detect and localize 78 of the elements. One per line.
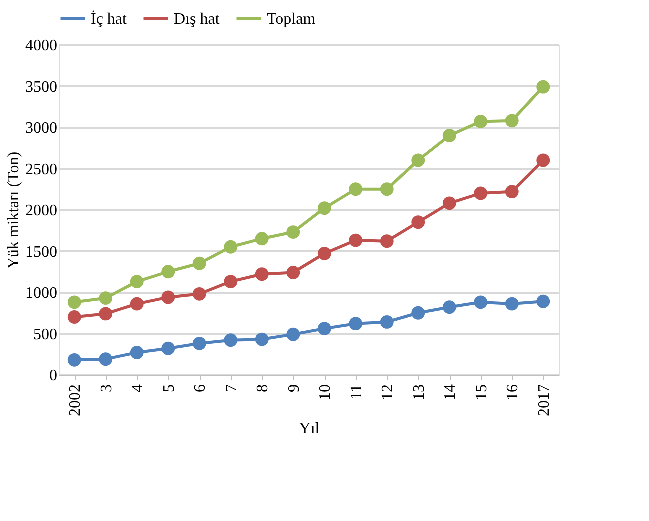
x-tick-label: 2017 xyxy=(536,384,553,416)
point xyxy=(130,297,144,311)
point xyxy=(224,275,238,288)
point xyxy=(318,322,332,336)
point xyxy=(255,268,269,282)
x-tick-label: 2002 xyxy=(67,384,84,416)
x-tick-label: 12 xyxy=(380,384,397,400)
point xyxy=(536,154,550,168)
point xyxy=(286,226,300,239)
y-tick-label: 2500 xyxy=(26,161,58,178)
x-tick-label: 14 xyxy=(442,384,460,400)
point xyxy=(99,292,113,305)
point xyxy=(192,256,206,270)
y-tick-label: 3000 xyxy=(26,120,58,137)
x-tick-label: 13 xyxy=(410,384,428,400)
x-tick-label: 11 xyxy=(348,384,366,400)
point xyxy=(255,332,269,346)
point xyxy=(474,296,488,310)
point xyxy=(68,296,82,310)
x-tick-label: 3 xyxy=(98,384,116,392)
point xyxy=(130,275,144,288)
point xyxy=(318,247,332,260)
point xyxy=(130,346,144,360)
x-tick-label: 5 xyxy=(160,384,178,392)
x-tick-label: 16 xyxy=(504,384,522,400)
point xyxy=(536,294,550,308)
point xyxy=(192,336,206,350)
point xyxy=(474,186,488,200)
point xyxy=(286,328,300,342)
x-tick-label: 6 xyxy=(192,384,210,392)
point xyxy=(318,202,332,216)
point xyxy=(349,182,363,196)
y-tick-label: 4000 xyxy=(26,38,58,54)
x-tick-label: 4 xyxy=(130,384,147,392)
point xyxy=(412,216,426,230)
y-tick-label: 1000 xyxy=(26,285,58,302)
point xyxy=(255,232,269,246)
point xyxy=(68,353,82,367)
y-tick-label: 3500 xyxy=(26,78,58,96)
point xyxy=(505,114,519,128)
point xyxy=(224,334,238,348)
x-tick-label: 8 xyxy=(254,384,272,392)
legend-label: İç hat xyxy=(91,10,128,28)
point xyxy=(442,129,456,142)
point xyxy=(162,290,176,304)
point xyxy=(99,352,113,366)
point xyxy=(380,316,394,329)
x-tick-label: 7 xyxy=(223,384,240,392)
point xyxy=(68,310,82,324)
y-tick-label: 500 xyxy=(34,326,58,344)
point xyxy=(412,154,426,168)
x-axis-title: Yıl xyxy=(299,420,320,438)
point xyxy=(162,342,176,356)
point xyxy=(192,287,206,301)
point xyxy=(349,234,363,248)
point xyxy=(224,240,238,254)
point xyxy=(162,265,176,279)
y-axis-title: Yük miktarı (Ton) xyxy=(6,152,22,270)
point xyxy=(505,185,519,199)
point xyxy=(536,80,550,94)
point xyxy=(380,234,394,248)
point xyxy=(442,196,456,210)
y-tick-label: 1500 xyxy=(26,244,58,261)
point xyxy=(442,300,456,314)
x-tick-label: 9 xyxy=(286,384,303,392)
point xyxy=(412,306,426,320)
point xyxy=(474,115,488,128)
legend-label: Toplam xyxy=(267,11,316,28)
x-tick-label: 15 xyxy=(473,384,490,400)
point xyxy=(505,297,519,311)
y-tick-label: 0 xyxy=(50,368,58,384)
legend-label: Dış hat xyxy=(174,11,220,28)
point xyxy=(99,307,113,321)
point xyxy=(286,266,300,280)
x-tick-label: 10 xyxy=(317,384,334,400)
y-tick-label: 2000 xyxy=(26,202,58,220)
point xyxy=(380,182,394,196)
point xyxy=(349,317,363,331)
